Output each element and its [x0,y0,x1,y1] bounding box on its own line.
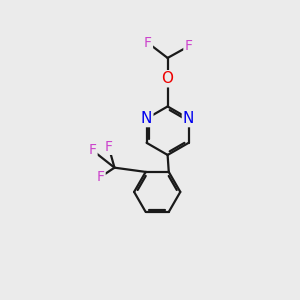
Text: F: F [144,36,152,50]
Text: O: O [162,71,174,86]
Text: F: F [97,170,105,184]
Text: F: F [88,143,97,157]
Text: F: F [105,140,113,154]
Text: N: N [183,111,194,126]
Text: F: F [184,39,192,53]
Text: N: N [141,111,152,126]
